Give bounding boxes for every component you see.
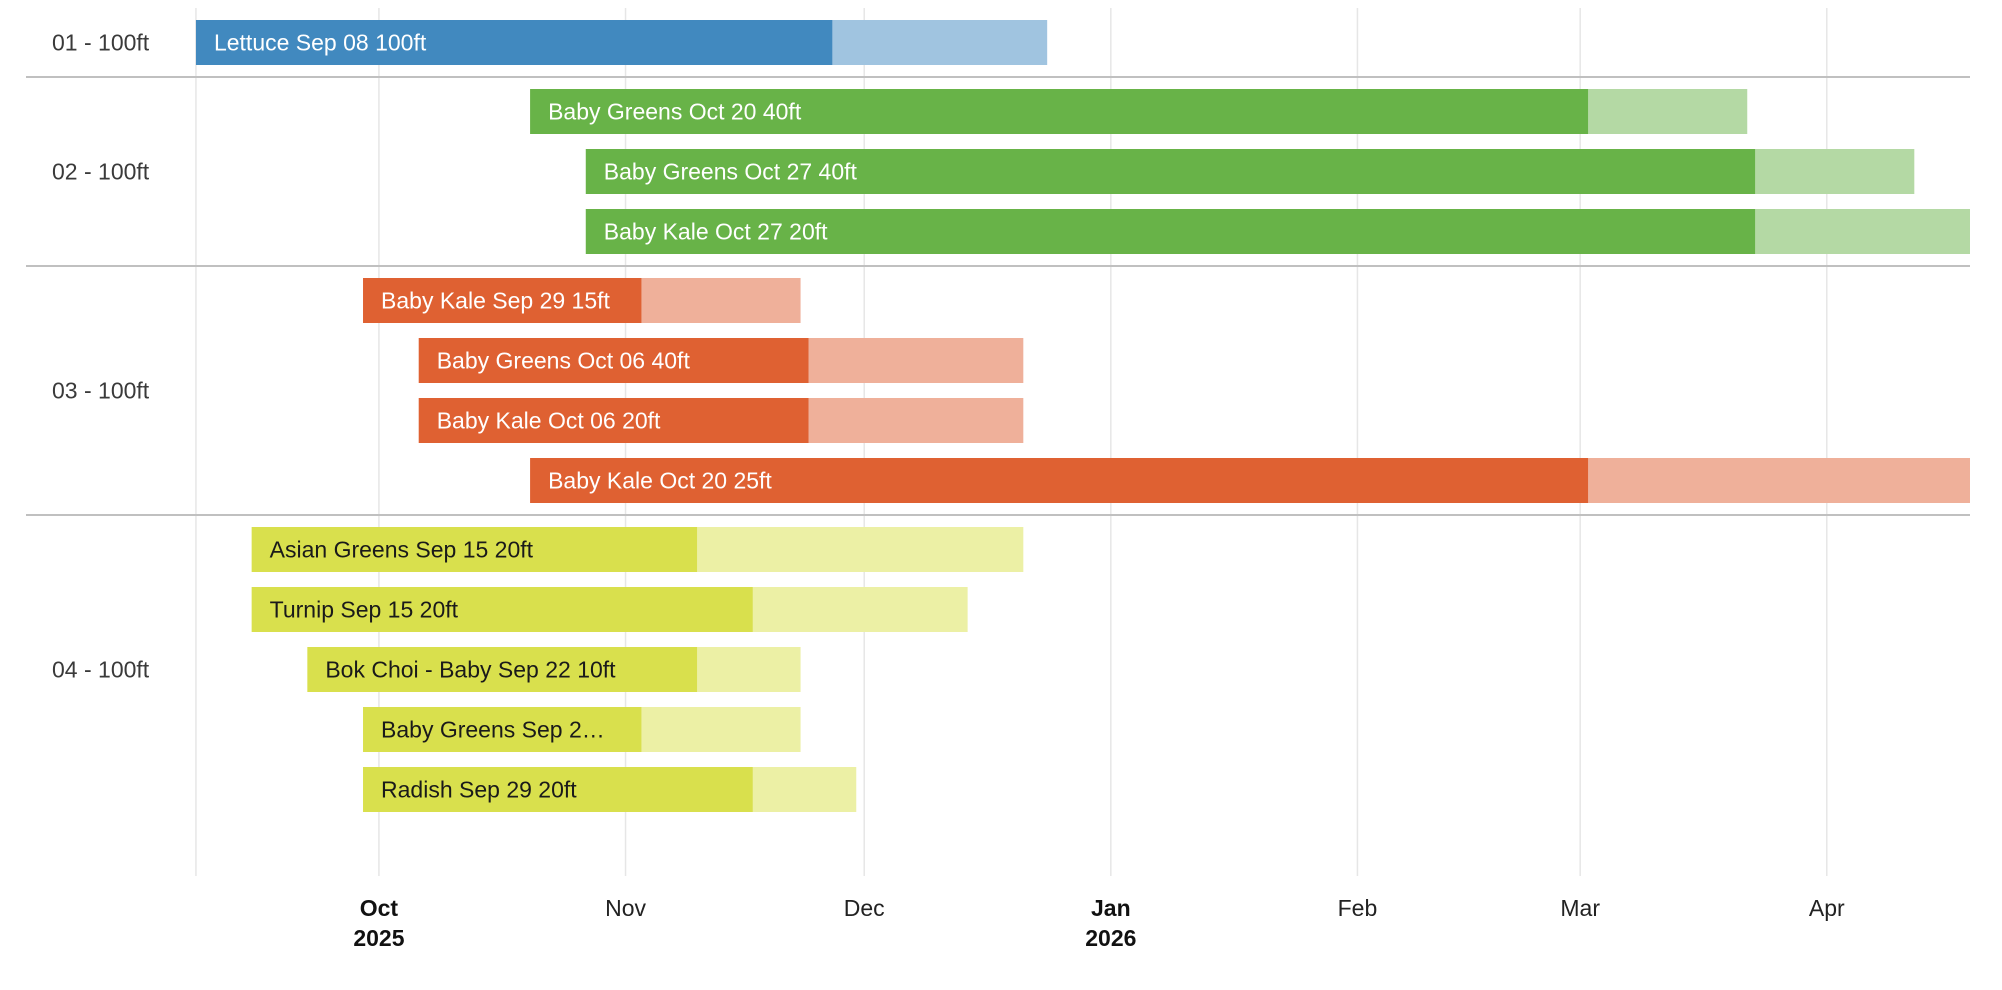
bar-growing-segment [363, 278, 642, 323]
x-tick-label: Oct [360, 895, 399, 921]
bar: Baby Greens Oct 20 40ft [530, 89, 1748, 134]
x-tick-year-label: 2025 [353, 925, 404, 951]
bar-harvest-segment [697, 527, 1024, 572]
bar: Turnip Sep 15 20ft [251, 587, 968, 632]
bar-growing-segment [251, 527, 698, 572]
x-tick-label: Dec [844, 895, 885, 921]
row-label: 04 - 100ft [52, 657, 150, 683]
bar-harvest-segment [641, 707, 801, 752]
row-group: Asian Greens Sep 15 20ft Turnip Sep 15 20… [52, 527, 1024, 812]
bar: Baby Greens Oct 27 40ft [585, 149, 1915, 194]
x-tick-label: Nov [605, 895, 646, 921]
bar-growing-segment [530, 89, 1589, 134]
x-tick-label: Feb [1338, 895, 1378, 921]
bar-growing-segment [418, 398, 809, 443]
bar-growing-segment [363, 767, 753, 812]
bar-label: Baby Kale Oct 27 20ft [604, 219, 828, 245]
bar-growing-segment [585, 209, 1756, 254]
bar-harvest-segment [1588, 458, 1970, 503]
bar-label: Baby Kale Sep 29 15ft [381, 288, 610, 314]
bar-label: Baby Kale Oct 20 25ft [548, 468, 772, 494]
bar: Baby Greens Oct 06 40ft [418, 338, 1024, 383]
row-label: 02 - 100ft [52, 159, 150, 185]
bar-harvest-segment [808, 338, 1024, 383]
bar-growing-segment [585, 149, 1756, 194]
bar: Lettuce Sep 08 100ft [195, 20, 1048, 65]
bar-label: Turnip Sep 15 20ft [270, 597, 459, 623]
bar-harvest-segment [697, 647, 801, 692]
row-group: Lettuce Sep 08 100ft 01 - 100ft [26, 20, 1970, 78]
x-axis: Oct 2025 Nov Dec Jan 2026 Feb Mar Apr [353, 895, 1845, 951]
bar-label: Baby Greens Oct 27 40ft [604, 159, 858, 185]
bar-label: Radish Sep 29 20ft [381, 777, 577, 803]
x-tick-label: Jan [1091, 895, 1131, 921]
bar-label: Baby Greens Sep 2… [381, 717, 605, 743]
bar-growing-segment [418, 338, 809, 383]
bar-harvest-segment [752, 767, 857, 812]
bar-label: Baby Kale Oct 06 20ft [437, 408, 661, 434]
row-label: 03 - 100ft [52, 378, 150, 404]
row-group: Baby Greens Oct 20 40ft Baby Greens Oct 2… [26, 89, 1970, 267]
bar-harvest-segment [641, 278, 801, 323]
bar-harvest-segment [832, 20, 1048, 65]
bar-label: Baby Greens Oct 20 40ft [548, 99, 802, 125]
bar: Baby Kale Sep 29 15ft [363, 278, 801, 323]
bar-harvest-segment [808, 398, 1024, 443]
bar-label: Baby Greens Oct 06 40ft [437, 348, 691, 374]
bar-harvest-segment [1755, 149, 1915, 194]
bar: Asian Greens Sep 15 20ft [251, 527, 1024, 572]
bar-growing-segment [530, 458, 1589, 503]
row-group: Baby Kale Sep 29 15ft Baby Greens Oct 06 … [26, 278, 1970, 516]
bar: Radish Sep 29 20ft [363, 767, 857, 812]
bar-growing-segment [363, 707, 642, 752]
bar-growing-segment [195, 20, 833, 65]
row-label: 01 - 100ft [52, 30, 150, 56]
bar: Bok Choi - Baby Sep 22 10ft [307, 647, 801, 692]
bar-harvest-segment [752, 587, 968, 632]
bar-harvest-segment [1755, 209, 1970, 254]
row-groups: Lettuce Sep 08 100ft 01 - 100ft Baby Green… [26, 20, 1970, 812]
bar-label: Lettuce Sep 08 100ft [214, 30, 427, 56]
x-tick-label: Apr [1809, 895, 1845, 921]
x-tick-year-label: 2026 [1085, 925, 1136, 951]
bar-harvest-segment [1588, 89, 1748, 134]
bar: Baby Kale Oct 20 25ft [530, 458, 1970, 503]
bar-label: Asian Greens Sep 15 20ft [270, 537, 534, 563]
bar-growing-segment [307, 647, 698, 692]
bar-growing-segment [251, 587, 753, 632]
x-tick-label: Mar [1560, 895, 1600, 921]
bar-label: Bok Choi - Baby Sep 22 10ft [325, 657, 616, 683]
bar: Baby Kale Oct 06 20ft [418, 398, 1024, 443]
bar: Baby Kale Oct 27 20ft [585, 209, 1970, 254]
bar: Baby Greens Sep 2… [363, 707, 801, 752]
